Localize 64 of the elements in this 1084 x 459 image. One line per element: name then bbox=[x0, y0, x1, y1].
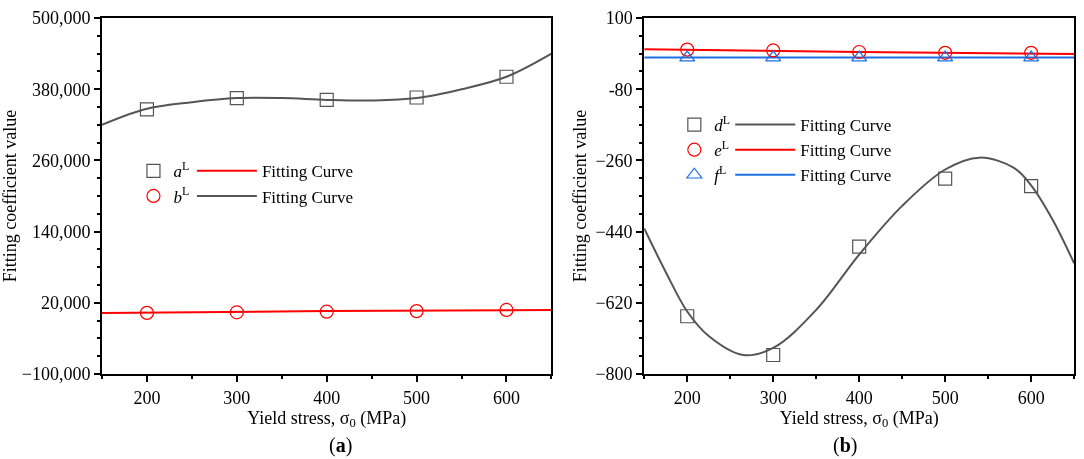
point bbox=[679, 50, 696, 62]
y-tick-label: 100 bbox=[605, 8, 633, 29]
point bbox=[680, 42, 695, 57]
text: (a) bbox=[329, 434, 353, 457]
legend-label: e$^{L}$ bbox=[714, 138, 730, 161]
point bbox=[680, 309, 695, 324]
point bbox=[766, 43, 781, 58]
legend-label: Fitting Curve bbox=[261, 187, 354, 207]
legend-label: Fitting Curve bbox=[800, 141, 892, 161]
point bbox=[139, 102, 155, 117]
x-tick-label: 200 bbox=[133, 387, 161, 408]
x-tick-label: 400 bbox=[313, 387, 341, 408]
y-tick-label: −440 bbox=[595, 221, 633, 242]
legend-label: Fitting Curve bbox=[800, 166, 892, 186]
x-tick-label: 500 bbox=[931, 387, 959, 408]
point bbox=[409, 304, 424, 319]
legend-label: Fitting Curve bbox=[800, 116, 892, 136]
point bbox=[139, 305, 155, 320]
y-axis-title: Fitting coefficient value bbox=[0, 109, 20, 283]
y-tick-label: −100,000 bbox=[21, 364, 91, 385]
point bbox=[938, 171, 953, 186]
legend-label: d$^{L}$ bbox=[714, 113, 731, 136]
point bbox=[766, 347, 781, 363]
x-axis-title: Yield stress, σ$_{0}$ (MPa) bbox=[779, 407, 939, 431]
legend-label: a$^{L}$ bbox=[173, 159, 190, 182]
y-tick-label: -80 bbox=[608, 79, 633, 100]
legend-label: b$^{L}$ bbox=[173, 184, 190, 207]
x-tick-label: 300 bbox=[759, 387, 787, 408]
x-tick-label: 500 bbox=[403, 387, 431, 408]
text: (b) bbox=[833, 434, 858, 457]
y-tick-label: −620 bbox=[595, 293, 633, 314]
point bbox=[937, 50, 954, 62]
x-tick-label: 600 bbox=[492, 387, 520, 408]
y-tick-label: 500,000 bbox=[31, 8, 91, 29]
x-tick-label: 600 bbox=[1017, 387, 1045, 408]
point bbox=[852, 239, 867, 254]
y-tick-label: −800 bbox=[595, 364, 633, 385]
x-tick-label: 400 bbox=[845, 387, 873, 408]
y-tick-label: −260 bbox=[595, 150, 633, 171]
point bbox=[851, 50, 868, 62]
legend-label: f$^{L}$ bbox=[714, 163, 727, 186]
point bbox=[229, 91, 244, 106]
point bbox=[409, 90, 424, 105]
line-series bbox=[102, 52, 552, 126]
y-tick-label: 140,000 bbox=[31, 221, 91, 242]
point bbox=[499, 69, 514, 84]
point bbox=[1024, 45, 1039, 60]
point bbox=[938, 45, 953, 60]
point bbox=[499, 302, 514, 318]
y-tick-label: 380,000 bbox=[31, 79, 91, 100]
legend-label: Fitting Curve bbox=[261, 162, 354, 182]
point bbox=[1024, 179, 1039, 194]
y-tick-label: 20,000 bbox=[40, 293, 91, 314]
point bbox=[229, 305, 244, 320]
point bbox=[765, 50, 782, 62]
x-axis-title: Yield stress, σ$_{0}$ (MPa) bbox=[247, 407, 407, 431]
point bbox=[319, 304, 334, 319]
x-tick-label: 200 bbox=[673, 387, 701, 408]
point bbox=[319, 92, 334, 107]
y-tick-label: 260,000 bbox=[31, 150, 91, 171]
point bbox=[852, 44, 867, 60]
y-axis-title: Fitting coefficient value bbox=[570, 109, 591, 283]
x-tick-label: 300 bbox=[223, 387, 251, 408]
point bbox=[1023, 50, 1040, 62]
